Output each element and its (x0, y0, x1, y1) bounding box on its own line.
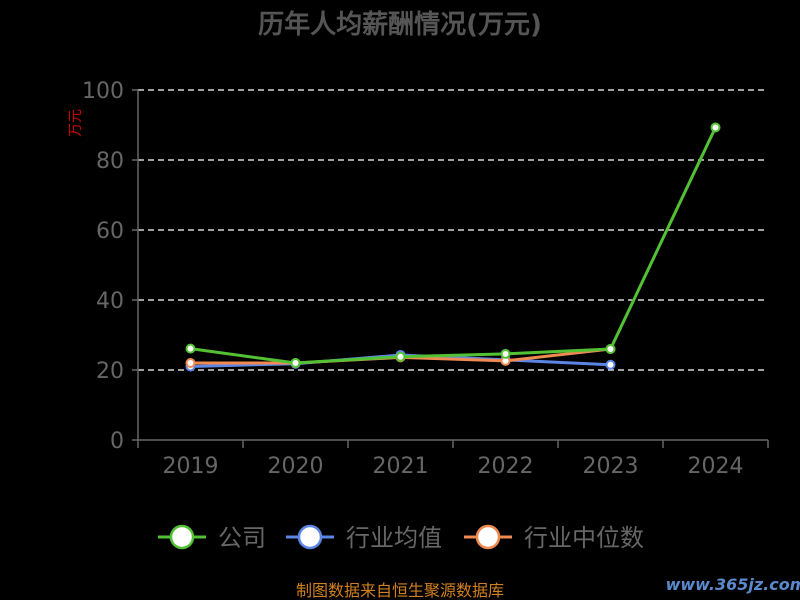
data-point[interactable] (290, 358, 301, 368)
x-tick-label: 2024 (688, 454, 744, 479)
series-line (190, 126, 717, 365)
x-tick-label: 2022 (478, 454, 534, 479)
data-point[interactable] (500, 348, 511, 359)
y-tick-label: 20 (96, 359, 124, 384)
y-tick-label: 0 (110, 429, 124, 454)
source-note: 制图数据来自恒生聚源数据库 (296, 581, 504, 600)
x-tick-label: 2020 (268, 454, 324, 479)
legend: 公司 行业均值 行业中位数 (158, 524, 644, 552)
x-tick-label: 2021 (373, 454, 429, 479)
legend-swatch-marker (297, 524, 323, 550)
grid (138, 89, 768, 371)
legend-label: 公司 (218, 524, 266, 552)
legend-label: 行业中位数 (524, 524, 644, 552)
legend-label: 行业均值 (346, 524, 442, 552)
axes: 0 20 40 60 80 100 2019 2020 2021 2022 2023 2024 (82, 79, 769, 479)
x-tick-label: 2023 (583, 454, 639, 479)
data-point[interactable] (185, 358, 196, 368)
y-axis-label: 万元 (68, 109, 84, 137)
y-tick-label: 60 (96, 219, 124, 244)
data-point[interactable] (605, 359, 616, 370)
watermark: www.365jz.com (666, 575, 800, 594)
series-group (185, 122, 721, 372)
chart-title: 历年人均薪酬情况(万元) (258, 9, 542, 40)
legend-swatch-marker (475, 524, 501, 550)
x-tick-label: 2019 (163, 454, 219, 479)
legend-item-0[interactable]: 公司 (158, 524, 266, 552)
series-0 (185, 122, 721, 368)
data-point[interactable] (710, 122, 721, 133)
legend-swatch-marker (169, 524, 195, 550)
legend-item-1[interactable]: 行业均值 (286, 524, 442, 552)
data-point[interactable] (395, 351, 406, 362)
y-tick-label: 100 (82, 79, 124, 104)
data-point[interactable] (185, 343, 196, 354)
legend-item-2[interactable]: 行业中位数 (464, 524, 644, 552)
y-tick-label: 80 (96, 149, 124, 174)
data-point[interactable] (605, 344, 616, 354)
y-tick-label: 40 (96, 289, 124, 314)
